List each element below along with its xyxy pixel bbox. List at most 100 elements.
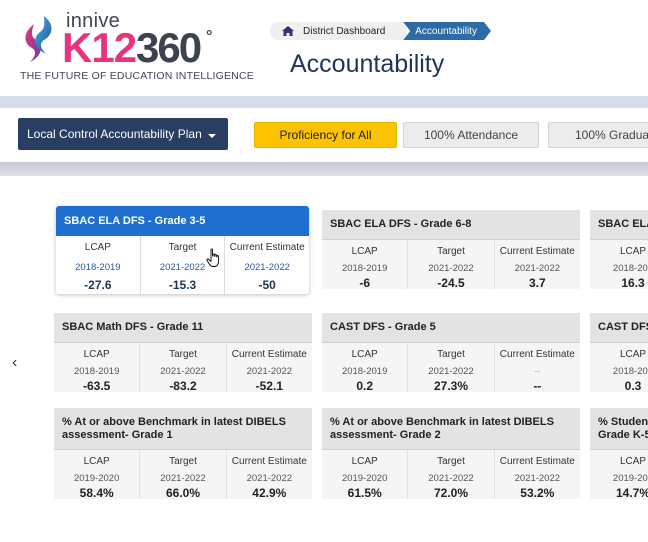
card-title: CAST DFS	[590, 313, 648, 343]
column-value: -83.2	[169, 379, 197, 393]
card-title: SBAC ELA DFS - Grade 3-5	[56, 206, 309, 236]
card-columns: LCAP 2018-2019 -27.6 Target 2021-2022 -1…	[56, 236, 309, 294]
column-label: LCAP	[619, 456, 647, 467]
card-column-target: Target 2021-2022 -24.5	[408, 240, 495, 290]
card-column-current-estimate: Current Estimate 2021-2022 53.2%	[495, 450, 580, 500]
column-year: 2021-2022	[246, 366, 293, 377]
column-year: 2019-2020	[341, 473, 388, 484]
column-value: 14.7%	[615, 486, 648, 500]
chevron-left-icon[interactable]: ‹	[12, 354, 18, 371]
column-label: Current Estimate	[499, 456, 575, 467]
hand-pointer-cursor-icon	[206, 248, 220, 267]
column-year: 2021-2022	[246, 473, 293, 484]
column-label: LCAP	[84, 242, 111, 253]
column-label: Target	[169, 349, 197, 360]
column-label: Current Estimate	[229, 242, 305, 253]
metric-card-cast-partial[interactable]: CAST DFS LCAP 2018-201 0.3	[590, 313, 648, 393]
metric-card-sbac-math-11[interactable]: SBAC Math DFS - Grade 11 LCAP 2018-2019 …	[54, 313, 312, 393]
toolbar: Local Control Accountability Plan Profic…	[0, 108, 648, 162]
card-columns: LCAP 2018-201 16.3	[590, 240, 648, 290]
plan-dropdown[interactable]: Local Control Accountability Plan	[18, 118, 228, 150]
column-year: 2018-2019	[341, 263, 388, 274]
logo-innive-text: innive	[66, 10, 121, 32]
column-year: 2018-2019	[341, 366, 388, 377]
page-title: Accountability	[290, 50, 445, 78]
metric-card-sbac-ela-partial[interactable]: SBAC ELA LCAP 2018-201 16.3	[590, 210, 648, 290]
column-value: -63.5	[82, 379, 111, 393]
column-label: LCAP	[83, 456, 110, 467]
column-value: -50	[258, 278, 276, 292]
card-title: SBAC ELA	[590, 210, 648, 240]
metric-card-dibels-grade-2[interactable]: % At or above Benchmark in latest DIBELS…	[322, 408, 580, 500]
column-value: 0.3	[624, 379, 642, 393]
card-column-target: Target 2021-2022 -83.2	[140, 343, 227, 393]
column-label: Target	[437, 246, 465, 257]
column-year: 2019-202	[612, 473, 648, 484]
column-label: LCAP	[83, 349, 110, 360]
metric-card-sbac-ela-6-8[interactable]: SBAC ELA DFS - Grade 6-8 LCAP 2018-2019 …	[322, 210, 580, 290]
column-value: -24.5	[437, 276, 465, 290]
column-year: 2018-201	[612, 366, 648, 377]
tab-100-graduation[interactable]: 100% Graduati	[548, 122, 648, 148]
card-column-target: Target 2021-2022 27.3%	[408, 343, 495, 393]
column-year: 2021-2022	[514, 263, 561, 274]
column-value: 66.0%	[165, 486, 200, 500]
column-year: 2021-2022	[428, 366, 474, 377]
card-title: SBAC ELA DFS - Grade 6-8	[322, 210, 580, 240]
logo-tagline: THE FUTURE OF EDUCATION INTELLIGENCE	[20, 70, 254, 82]
column-label: Target	[169, 456, 197, 467]
breadcrumb-item-accountability[interactable]: Accountability	[403, 22, 491, 40]
breadcrumb-label: Accountability	[415, 25, 477, 37]
card-column-target: Target 2021-2022 72.0%	[408, 450, 495, 500]
column-label: LCAP	[351, 456, 378, 467]
card-title: CAST DFS - Grade 5	[322, 313, 580, 343]
column-year: 2019-2020	[73, 473, 120, 484]
caret-down-icon	[207, 133, 216, 138]
metric-card-sbac-ela-3-5[interactable]: SBAC ELA DFS - Grade 3-5 LCAP 2018-2019 …	[56, 206, 309, 294]
metric-card-dibels-grade-1[interactable]: % At or above Benchmark in latest DIBELS…	[54, 408, 312, 500]
logo-degree-symbol: °	[206, 28, 213, 45]
card-column-current-estimate: Current Estimate 2021-2022 -50	[225, 236, 309, 294]
column-label: Current Estimate	[499, 349, 575, 360]
tab-100-attendance[interactable]: 100% Attendance	[403, 122, 539, 148]
card-columns: LCAP 2019-202 14.7%	[590, 450, 648, 500]
card-column-lcap: LCAP 2019-2020 61.5%	[322, 450, 409, 500]
column-label: Current Estimate	[231, 456, 307, 467]
innive-k12-360-logo[interactable]: innive K12 360 ° THE FUTURE OF EDUCATION…	[18, 8, 254, 86]
card-title: % Students Grade K-5/	[590, 408, 648, 450]
card-column-current-estimate: Current Estimate -- --	[495, 343, 580, 393]
metric-card-cast-5[interactable]: CAST DFS - Grade 5 LCAP 2018-2019 0.2 Ta…	[322, 313, 580, 393]
column-value: 27.3%	[433, 379, 468, 393]
toolbar-top-band	[0, 96, 648, 108]
logo-mark-icon	[25, 16, 52, 62]
logo-k12-text: K12	[62, 24, 137, 71]
card-column-lcap: LCAP 2018-2019 -63.5	[54, 343, 141, 393]
tab-proficiency-for-all[interactable]: Proficiency for All	[254, 122, 397, 148]
card-column-lcap: LCAP 2019-2020 58.4%	[54, 450, 141, 500]
tab-label: Proficiency for All	[279, 128, 372, 142]
column-year: 2021-2022	[160, 366, 206, 377]
card-columns: LCAP 2018-2019 -63.5 Target 2021-2022 -8…	[54, 343, 312, 393]
column-value: --	[533, 379, 542, 393]
card-column-lcap: LCAP 2018-2019 0.2	[322, 343, 409, 393]
home-icon	[282, 26, 294, 36]
card-columns: LCAP 2018-201 0.3	[590, 343, 648, 393]
column-year: 2021-2022	[514, 473, 561, 484]
column-year: 2018-2019	[73, 366, 120, 377]
card-columns: LCAP 2019-2020 61.5% Target 2021-2022 72…	[322, 450, 580, 500]
card-columns: LCAP 2018-2019 -6 Target 2021-2022 -24.5…	[322, 240, 580, 290]
card-column-lcap: LCAP 2018-201 0.3	[590, 343, 648, 393]
breadcrumb-item-district-dashboard[interactable]: District Dashboard	[270, 22, 408, 40]
column-year: 2021-2022	[428, 263, 474, 274]
column-value: 53.2%	[520, 486, 555, 500]
card-column-lcap: LCAP 2019-202 14.7%	[590, 450, 648, 500]
column-label: LCAP	[619, 246, 647, 257]
column-value: -52.1	[255, 379, 283, 393]
card-column-lcap: LCAP 2018-2019 -27.6	[56, 236, 141, 294]
column-label: LCAP	[351, 349, 378, 360]
column-value: 61.5%	[347, 486, 382, 500]
metric-card-students-k5-partial[interactable]: % Students Grade K-5/ LCAP 2019-202 14.7…	[590, 408, 648, 500]
column-label: Current Estimate	[499, 246, 575, 257]
column-value: 72.0%	[433, 486, 468, 500]
column-label: Target	[168, 242, 197, 253]
